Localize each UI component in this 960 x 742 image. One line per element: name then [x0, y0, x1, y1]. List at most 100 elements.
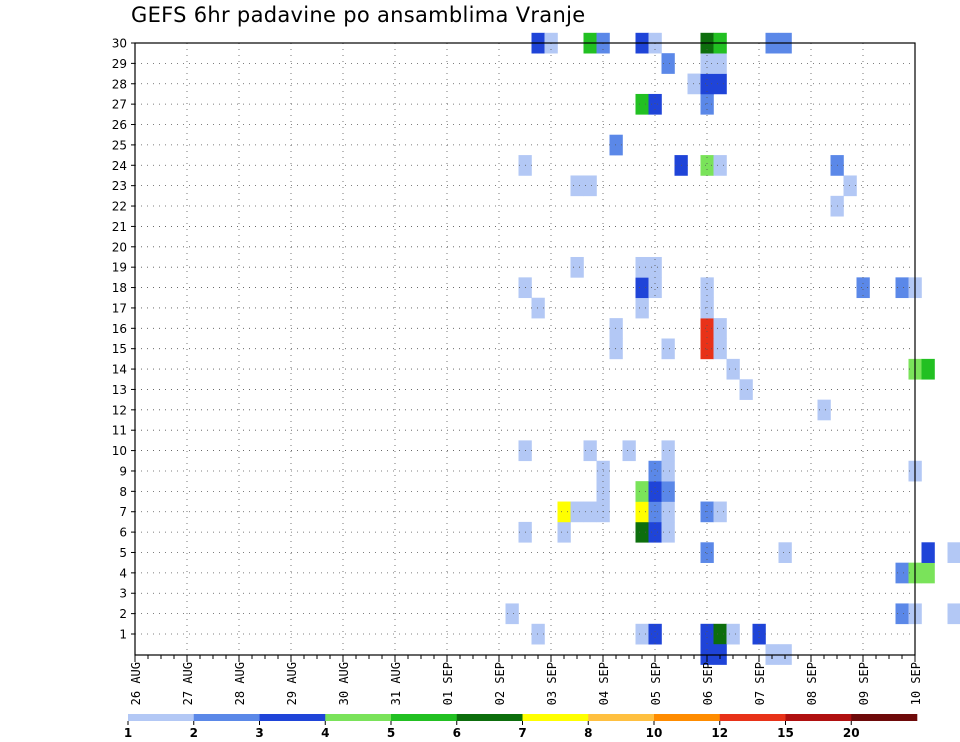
colorbar-label: 12 [711, 726, 728, 740]
heatmap-cell [817, 399, 831, 421]
chart-title: GEFS 6hr padavine po ansamblima Vranje [131, 3, 586, 27]
heatmap-cell [609, 338, 623, 360]
heatmap-cell [778, 542, 792, 563]
heatmap-cell [713, 53, 727, 74]
x-tick-label: 03 SEP [545, 662, 559, 705]
colorbar-label: 10 [646, 726, 663, 740]
heatmap-cell [570, 256, 584, 278]
x-tick-label: 09 SEP [857, 662, 871, 705]
heatmap-cell [843, 175, 857, 197]
heatmap-cell [635, 93, 649, 115]
colorbar-label: 7 [518, 726, 526, 740]
heatmap-cell [700, 542, 714, 563]
y-tick-label: 6 [119, 526, 127, 540]
y-tick-label: 29 [112, 57, 127, 71]
y-tick-label: 9 [119, 464, 127, 478]
heatmap-cell [713, 501, 727, 523]
heatmap-cell [609, 318, 623, 339]
y-tick-label: 15 [112, 342, 127, 356]
y-tick-label: 11 [112, 424, 127, 438]
y-tick-label: 4 [119, 566, 127, 580]
y-tick-label: 18 [112, 281, 127, 295]
heatmap-cell [661, 440, 675, 462]
heatmap-cell [583, 440, 597, 462]
heatmap-cell [713, 73, 727, 95]
y-tick-label: 1 [119, 628, 127, 642]
heatmap-cell [570, 175, 584, 197]
heatmap-cell [700, 53, 714, 74]
x-tick-label: 30 AUG [337, 662, 351, 705]
colorbar-swatch [654, 714, 721, 721]
heatmap-cell [661, 53, 675, 74]
heatmap-cell [700, 297, 714, 319]
heatmap-cell [921, 542, 935, 563]
heatmap-cell [648, 460, 662, 482]
colorbar-swatch [391, 714, 458, 721]
heatmap-cell [648, 256, 662, 278]
x-tick-label: 27 AUG [181, 662, 195, 705]
heatmap-cell [635, 521, 649, 543]
heatmap-cell [609, 134, 623, 156]
x-tick-label: 08 SEP [805, 662, 819, 705]
y-tick-label: 30 [112, 37, 127, 51]
heatmap-cell [557, 501, 571, 523]
heatmap-cell [895, 277, 909, 299]
heatmap-cell [739, 379, 753, 400]
colorbar-label: 15 [777, 726, 794, 740]
y-tick-label: 24 [112, 159, 127, 173]
heatmap-cell [635, 501, 649, 523]
heatmap-cell [635, 277, 649, 299]
heatmap-cell [648, 521, 662, 543]
x-tick-label: 05 SEP [649, 662, 663, 705]
y-tick-label: 20 [112, 240, 127, 254]
colorbar-swatch [522, 714, 589, 721]
y-tick-label: 23 [112, 179, 127, 193]
x-tick-label: 29 AUG [285, 662, 299, 705]
heatmap-cell [557, 521, 571, 543]
x-tick-label: 26 AUG [129, 662, 143, 705]
colorbar-swatch [259, 714, 326, 721]
heatmap-cell [947, 603, 960, 625]
x-tick-label: 02 SEP [493, 662, 507, 705]
heatmap-cell [648, 481, 662, 502]
y-tick-label: 2 [119, 607, 127, 621]
y-tick-label: 22 [112, 200, 127, 214]
heatmap-cell [583, 175, 597, 197]
y-tick-label: 27 [112, 98, 127, 112]
y-tick-label: 28 [112, 77, 127, 91]
colorbar-swatch [851, 714, 918, 721]
colorbar-label: 6 [453, 726, 461, 740]
heatmap-cell [713, 623, 727, 645]
colorbar-swatch [719, 714, 786, 721]
colorbar-swatch [325, 714, 392, 721]
heatmap-cell [700, 277, 714, 299]
heatmap-cell [713, 318, 727, 339]
y-tick-label: 7 [119, 505, 127, 519]
colorbar-label: 5 [387, 726, 395, 740]
heatmap-cell [726, 623, 740, 645]
colorbar-swatch [128, 714, 195, 721]
heatmap-cell [700, 623, 714, 645]
y-tick-label: 21 [112, 220, 127, 234]
colorbar-swatch [193, 714, 260, 721]
heatmap-cell [895, 562, 909, 584]
heatmap-cell [661, 481, 675, 502]
colorbar-label: 8 [584, 726, 592, 740]
heatmap-cell [531, 623, 545, 645]
x-tick-label: 28 AUG [233, 662, 247, 705]
colorbar-swatch [785, 714, 852, 721]
colorbar-label: 1 [124, 726, 132, 740]
colorbar-label: 2 [190, 726, 198, 740]
x-tick-label: 06 SEP [701, 662, 715, 705]
y-tick-label: 13 [112, 383, 127, 397]
heatmap-cell [687, 73, 701, 95]
y-tick-label: 26 [112, 118, 127, 132]
x-tick-label: 04 SEP [597, 662, 611, 705]
heatmap-cell [726, 358, 740, 380]
y-tick-label: 8 [119, 485, 127, 499]
heatmap-cell [700, 93, 714, 115]
heatmap-cell [648, 93, 662, 115]
heatmap-cell [700, 318, 714, 339]
heatmap-cell [700, 338, 714, 360]
